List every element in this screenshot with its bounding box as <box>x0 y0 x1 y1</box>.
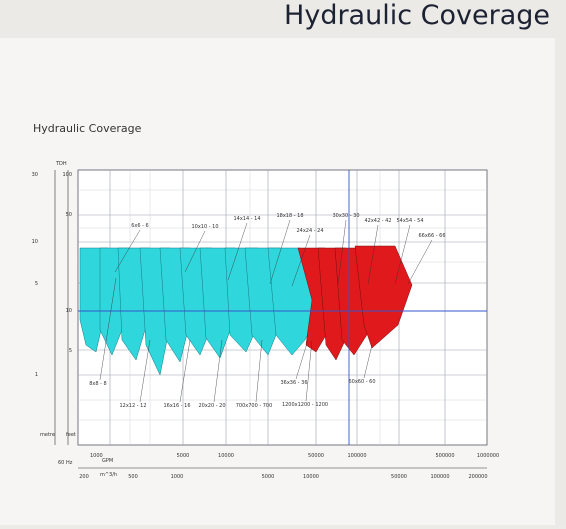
gpm-tick: 100000 <box>347 453 366 459</box>
m3h-tick: 50000 <box>391 474 407 480</box>
region-label: 14x14 - 14 <box>233 216 260 222</box>
region-label: 18x18 - 18 <box>276 213 303 219</box>
leaders <box>99 219 433 403</box>
m3h-tick: 500 <box>128 474 138 480</box>
region-label: 24x24 - 24 <box>296 228 323 234</box>
gpm-tick: 5000 <box>177 453 190 459</box>
m3h-tick: 10000 <box>303 474 319 480</box>
region-label: 60x60 - 60 <box>348 379 375 385</box>
region-label: 6x6 - 6 <box>131 223 149 229</box>
feet-tick: 10 <box>66 308 72 314</box>
region-label: 36x36 - 36 <box>280 380 307 386</box>
cyan-regions <box>79 247 326 376</box>
unit-label: feet <box>66 432 76 438</box>
unit-label: m^3/h <box>100 472 117 478</box>
page-title: Hydraulic Coverage <box>284 0 550 31</box>
region-label: 10x10 - 10 <box>191 224 218 230</box>
meter-tick: 10 <box>32 239 38 245</box>
m3h-tick: 5000 <box>262 474 275 480</box>
region-label: 1200x1200 - 1200 <box>282 402 328 408</box>
region-label: 54x54 - 54 <box>396 218 423 224</box>
axis-label: TDH <box>55 161 67 167</box>
m3h-tick: 1000 <box>171 474 184 480</box>
gpm-tick: 500000 <box>435 453 454 459</box>
gpm-tick: 10000 <box>218 453 234 459</box>
region-label: 66x66 - 66 <box>418 233 445 239</box>
m3h-tick: 200000 <box>468 474 487 480</box>
unit-label: metre <box>40 432 55 438</box>
region-label: 30x30 - 30 <box>332 213 359 219</box>
region-label: 700x700 - 700 <box>236 403 273 409</box>
region-label: 20x20 - 20 <box>198 403 225 409</box>
region-label: 42x42 - 42 <box>364 218 391 224</box>
red-regions <box>297 245 413 361</box>
meter-tick: 5 <box>35 281 38 287</box>
m3h-tick: 100000 <box>430 474 449 480</box>
unit-label: GPM <box>102 458 113 464</box>
meter-tick: 30 <box>32 172 38 178</box>
meter-tick: 1 <box>35 372 38 378</box>
region-label: 12x12 - 12 <box>119 403 146 409</box>
m3h-tick: 200 <box>79 474 89 480</box>
gpm-tick: 1000000 <box>477 453 499 459</box>
unit-label: 60 Hz <box>58 460 73 466</box>
region-label: 16x16 - 16 <box>163 403 190 409</box>
gpm-tick: 50000 <box>308 453 324 459</box>
panel-title: Hydraulic Coverage <box>33 122 142 135</box>
gpm-tick: 1000 <box>90 453 103 459</box>
feet-tick: 50 <box>66 212 72 218</box>
feet-tick: 5 <box>69 348 72 354</box>
region-label: 8x8 - 8 <box>89 381 107 387</box>
feet-tick: 100 <box>62 172 72 178</box>
